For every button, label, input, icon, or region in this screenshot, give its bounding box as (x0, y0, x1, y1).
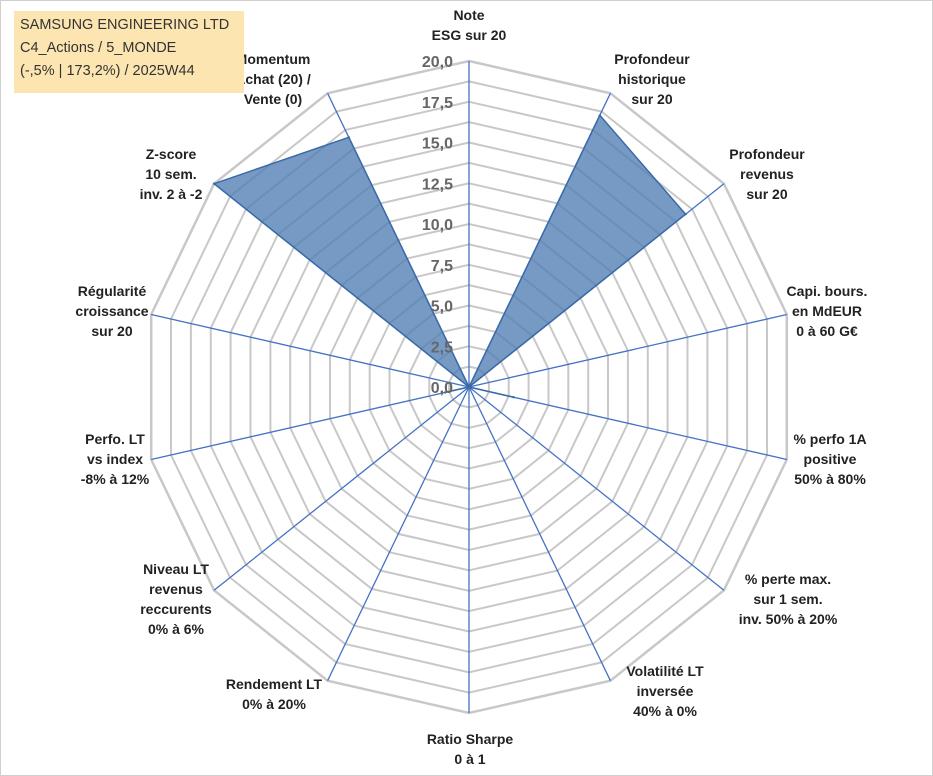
axis-label-5-line-2: positive (804, 451, 857, 467)
axis-label-10-line-2: revenus (149, 581, 203, 597)
data-point-5 (512, 396, 515, 399)
axis-label-2: Profondeur historique sur 20 (614, 51, 690, 107)
axis-label-1-line-2: ESG sur 20 (432, 27, 507, 43)
tick-label-0: 0,0 (431, 380, 453, 397)
axis-label-3-line-2: revenus (740, 166, 794, 182)
axis-label-14-line-3: Vente (0) (244, 91, 302, 107)
axis-label-8-line-1: Ratio Sharpe (427, 731, 514, 747)
axis-label-14-line-1: Momentum (236, 51, 311, 67)
radar-series (212, 114, 687, 399)
portfolio-path: C4_Actions / 5_MONDE (20, 40, 177, 56)
axis-label-11-line-3: -8% à 12% (81, 471, 150, 487)
axis-label-3: Profondeur revenus sur 20 (729, 146, 805, 202)
axis-label-10-line-1: Niveau LT (143, 561, 209, 577)
axis-label-4: Capi. bours. en MdEUR 0 à 60 G€ (787, 283, 868, 339)
axis-label-11: Perfo. LT vs index -8% à 12% (81, 431, 150, 487)
title-box: SAMSUNG ENGINEERING LTD C4_Actions / 5_M… (14, 11, 244, 93)
spoke-6 (468, 386, 725, 591)
axis-label-12-line-2: croissance (75, 303, 148, 319)
spoke-5 (468, 386, 787, 461)
axis-label-11-line-1: Perfo. LT (85, 431, 145, 447)
data-point-13 (212, 182, 216, 185)
data-point-2 (598, 114, 601, 117)
axis-label-4-line-2: en MdEUR (792, 303, 862, 319)
tick-label-5: 12,5 (422, 176, 453, 193)
axis-label-13-line-3: inv. 2 à -2 (140, 186, 203, 202)
axis-label-10-line-3: reccurents (140, 601, 212, 617)
axis-label-10: Niveau LT revenus reccurents 0% à 6% (140, 561, 212, 637)
axis-label-5-line-1: % perfo 1A (793, 431, 866, 447)
axis-label-14-line-2: Achat (20) / (235, 71, 311, 87)
axis-label-1-line-1: Note (453, 7, 484, 23)
spoke-7 (468, 386, 611, 681)
axis-label-11-line-2: vs index (87, 451, 143, 467)
axis-label-5-line-3: 50% à 80% (794, 471, 866, 487)
axis-label-14: Momentum Achat (20) / Vente (0) (235, 51, 311, 107)
axis-label-8-line-2: 0 à 1 (454, 751, 485, 767)
axis-label-7-line-1: Volatilité LT (626, 663, 704, 679)
axis-label-10-line-4: 0% à 6% (148, 621, 205, 637)
performance-week: (-,5% | 173,2%) / 2025W44 (20, 63, 195, 79)
tick-label-2: 5,0 (431, 299, 453, 316)
axis-label-12-line-3: sur 20 (91, 323, 132, 339)
tick-label-8: 20,0 (422, 54, 453, 71)
axis-label-13: Z-score 10 sem. inv. 2 à -2 (140, 146, 203, 202)
axis-label-3-line-3: sur 20 (746, 186, 787, 202)
tick-label-7: 17,5 (422, 95, 453, 112)
data-point-11 (444, 391, 447, 394)
axis-label-2-line-2: historique (618, 71, 686, 87)
axis-labels: Note ESG sur 20 Profondeur historique sur 20… (75, 7, 867, 767)
spoke-11 (151, 386, 470, 461)
axis-label-6-line-3: inv. 50% à 20% (739, 611, 838, 627)
axis-label-7: Volatilité LT inversée 40% à 0% (626, 663, 704, 719)
axis-label-13-line-1: Z-score (146, 146, 197, 162)
company-name: SAMSUNG ENGINEERING LTD (20, 17, 230, 33)
tick-label-6: 15,0 (422, 136, 453, 153)
axis-label-9-line-1: Rendement LT (226, 676, 323, 692)
axis-label-5: % perfo 1A positive 50% à 80% (793, 431, 866, 487)
axis-label-7-line-2: inversée (637, 683, 694, 699)
radial-tick-labels: 0,0 2,5 5,0 7,5 10,0 12,5 15,0 17,5 20,0 (422, 54, 453, 397)
axis-label-4-line-1: Capi. bours. (787, 283, 868, 299)
axis-label-6: % perte max. sur 1 sem. inv. 50% à 20% (739, 571, 838, 627)
axis-label-4-line-3: 0 à 60 G€ (796, 323, 858, 339)
axis-label-2-line-1: Profondeur (614, 51, 690, 67)
axis-label-8: Ratio Sharpe 0 à 1 (427, 731, 514, 767)
tick-label-4: 10,0 (422, 217, 453, 234)
axis-label-9-line-2: 0% à 20% (242, 696, 306, 712)
axis-label-3-line-1: Profondeur (729, 146, 805, 162)
spoke-9 (327, 386, 470, 681)
axis-label-2-line-3: sur 20 (631, 91, 672, 107)
axis-label-12-line-1: Régularité (78, 283, 147, 299)
spoke-12 (151, 313, 470, 388)
axis-label-7-line-3: 40% à 0% (633, 703, 697, 719)
tick-label-3: 7,5 (431, 258, 453, 275)
spoke-10 (213, 386, 470, 591)
axis-label-6-line-2: sur 1 sem. (753, 591, 822, 607)
axis-label-9: Rendement LT 0% à 20% (226, 676, 323, 712)
data-point-12 (467, 385, 471, 389)
axis-label-1: Note ESG sur 20 (432, 7, 507, 43)
tick-label-1: 2,5 (431, 339, 453, 356)
data-point-14 (347, 136, 350, 139)
spoke-4 (468, 313, 787, 388)
axis-label-6-line-1: % perte max. (745, 571, 831, 587)
axis-label-13-line-2: 10 sem. (145, 166, 196, 182)
axis-label-12: Régularité croissance sur 20 (75, 283, 148, 339)
data-point-3 (684, 213, 687, 216)
